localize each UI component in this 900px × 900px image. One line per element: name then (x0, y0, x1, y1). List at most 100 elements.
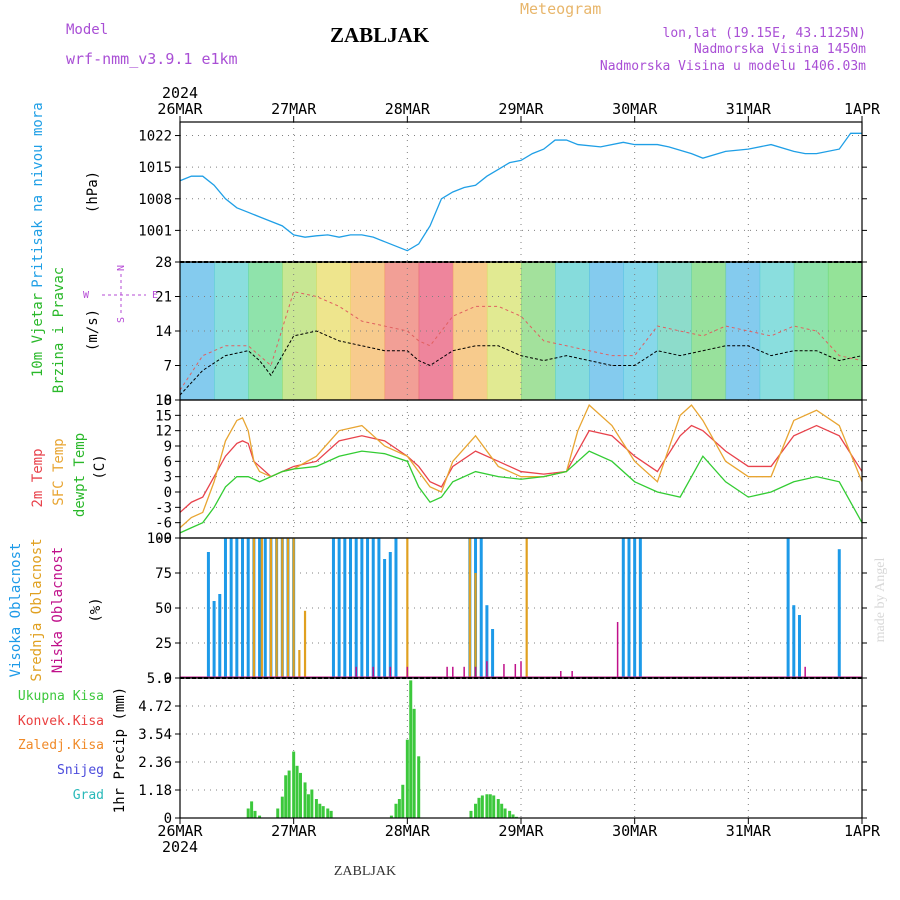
top-year-label: 2024 (162, 84, 198, 102)
y-tick-label: 6 (164, 454, 172, 470)
wind-color-band (759, 262, 795, 400)
bar-cloud_high (383, 559, 387, 678)
station-title: ZABLJAK (330, 23, 430, 47)
date-label: 26MAR (157, 822, 203, 840)
bar-cloud_high (621, 538, 625, 678)
wind-color-band (418, 262, 454, 400)
wind-color-band (657, 262, 692, 400)
bar-cloud_high (638, 538, 642, 678)
bar-cloud_high (354, 538, 358, 678)
series-line-tsfc (179, 404, 863, 529)
series-line-dewpoint (179, 450, 863, 534)
bar-rain_total (469, 810, 473, 818)
bar-cloud_mid (269, 538, 273, 678)
y-tick-label: 3.54 (138, 727, 172, 743)
bar-rain_total (287, 770, 291, 818)
legend-graupel: Grad (73, 788, 104, 803)
bar-cloud_high (229, 538, 233, 678)
series-line-pressure (179, 132, 862, 252)
date-label: 28MAR (385, 822, 431, 840)
temp-ylabel-3: dewpt Temp (72, 433, 88, 517)
bar-cloud_mid (286, 538, 290, 678)
bar-rain_total (280, 796, 284, 818)
bar-cloud_low (389, 666, 392, 678)
y-tick-label: 100 (147, 531, 172, 547)
date-label: 1APR (844, 100, 881, 118)
bar-rain_total (397, 799, 401, 818)
bar-cloud_high (786, 538, 790, 678)
y-tick-label: 5.9 (147, 671, 172, 687)
bar-cloud_high (235, 538, 239, 678)
bar-rain_total (310, 789, 314, 818)
panel-frame (179, 399, 863, 539)
bar-rain_total (258, 815, 262, 818)
legend-rain-conv: Konvek.Kisa (18, 714, 104, 729)
bar-cloud_high (337, 538, 341, 678)
wind-color-band (623, 262, 658, 400)
bar-cloud_low (503, 664, 505, 678)
bar-cloud_high (377, 538, 381, 678)
compass-east: E (152, 290, 158, 301)
date-label: 31MAR (726, 100, 772, 118)
bar-cloud_low (452, 666, 454, 678)
y-tick-label: 0 (164, 811, 172, 827)
y-tick-label: 18 (155, 393, 172, 409)
bar-rain_total (318, 803, 322, 818)
date-label: 1APR (844, 822, 881, 840)
cloud-ylabel-3: Niska Oblacnost (50, 547, 66, 673)
wind-ylabel-1: 10m Vjetar (30, 293, 46, 377)
bar-rain_total (329, 810, 333, 818)
bar-cloud_mid (292, 538, 295, 678)
wind-unit: (m/s) (85, 309, 101, 351)
bar-cloud_high (491, 629, 495, 678)
bar-rain_total (321, 806, 325, 818)
bar-rain_total (326, 808, 330, 818)
wind-color-band (827, 262, 863, 400)
y-tick-label: 9 (164, 439, 172, 455)
model-label: Model (66, 22, 108, 38)
bar-cloud_high (223, 538, 227, 678)
bar-cloud_high (388, 552, 392, 678)
series-line-wind_speed (179, 330, 863, 396)
panel-frame (179, 121, 863, 263)
bar-cloud_low (514, 664, 517, 678)
bar-rain_total (485, 794, 489, 818)
temp-unit: (C) (92, 454, 108, 479)
bar-cloud_high (797, 615, 801, 678)
elevation-text: Nadmorska Visina 1450m (694, 42, 866, 57)
y-tick-label: 12 (155, 424, 172, 440)
legend-rain-total: Ukupna Kisa (18, 689, 104, 704)
wind-color-band (248, 262, 283, 400)
bar-cloud_low (355, 666, 357, 678)
bar-rain_total (508, 810, 512, 818)
bar-rain_total (246, 808, 250, 818)
y-tick-label: 0 (164, 485, 172, 501)
bar-rain_total (500, 803, 504, 818)
wind-color-band (316, 262, 351, 400)
bar-cloud_mid (406, 538, 409, 678)
bar-cloud_mid (281, 538, 284, 678)
bar-rain_total (488, 794, 492, 818)
model-elevation-text: Nadmorska Visina u modelu 1406.03m (600, 59, 866, 74)
legend-freezing: Zaledj.Kisa (18, 738, 104, 753)
bar-cloud_high (263, 538, 267, 678)
bar-rain_total (503, 808, 507, 818)
model-name: wrf-nmm_v3.9.1 e1km (66, 50, 238, 68)
wind-color-band (452, 262, 488, 400)
temp-ylabel-1: 2m Temp (30, 448, 46, 507)
y-tick-label: 25 (155, 636, 172, 652)
y-tick-label: -6 (155, 516, 172, 532)
wind-ylabel-2: Brzina i Pravac (51, 267, 67, 393)
bar-rain_total (405, 739, 409, 818)
cloud-ylabel-1: Visoka Oblacnost (8, 543, 24, 678)
bar-cloud_mid (468, 538, 471, 678)
wind-color-band (555, 262, 590, 400)
y-tick-label: 3 (164, 470, 172, 486)
bar-cloud_high (258, 538, 262, 678)
y-tick-label: 21 (155, 290, 172, 306)
date-label: 29MAR (498, 822, 544, 840)
bar-rain_total (253, 810, 257, 818)
bar-cloud_high (241, 538, 245, 678)
cloud-ylabel-2: Srednja Oblacnost (29, 538, 45, 681)
bar-rain_total (292, 751, 296, 818)
